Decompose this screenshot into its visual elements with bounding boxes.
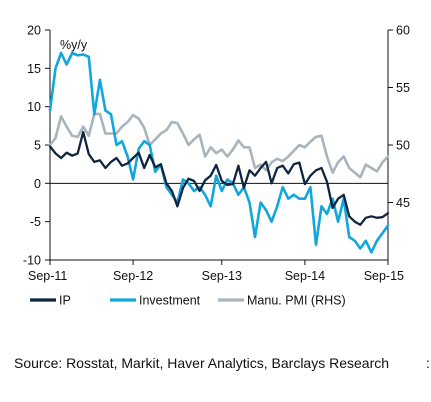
legend-label: Investment <box>139 294 201 308</box>
right-tick-label: 60 <box>396 24 410 38</box>
left-tick-label: 10 <box>27 100 41 114</box>
chart-svg: -10 -5 0 5 10 15 20 45 50 55 60 Sep-11 Sep-12 Sep-13 S… <box>23 24 410 308</box>
left-tick-label: 0 <box>34 177 41 191</box>
left-tick-label: 15 <box>27 62 41 76</box>
series-line-ip <box>48 130 390 226</box>
legend: IP Investment Manu. PMI (RHS) <box>30 294 346 308</box>
series-lines <box>48 51 390 254</box>
left-tick-label: 5 <box>34 139 41 153</box>
x-tick-label: Sep-15 <box>364 269 404 283</box>
axes: -10 -5 0 5 10 15 20 45 50 55 60 Sep-11 Sep-12 Sep-13 S… <box>23 24 410 284</box>
x-tick-label: Sep-11 <box>28 269 67 283</box>
legend-label: Manu. PMI (RHS) <box>247 294 346 308</box>
left-tick-label: -5 <box>30 215 41 229</box>
left-tick-label: 20 <box>27 24 41 38</box>
right-tick-label: 50 <box>396 139 410 153</box>
right-tick-label: 45 <box>396 196 410 210</box>
left-tick-label: -10 <box>23 254 41 268</box>
unit-label: %y/y <box>60 38 88 52</box>
right-tick-label: 55 <box>396 81 410 95</box>
series-line-manu-pmi-rhs <box>48 112 390 179</box>
source-note: Source: Rosstat, Markit, Haver Analytics… <box>14 355 390 371</box>
x-tick-label: Sep-14 <box>285 269 325 283</box>
x-tick-label: Sep-13 <box>202 269 242 283</box>
legend-label: IP <box>59 294 71 308</box>
x-tick-label: Sep-12 <box>113 269 153 283</box>
stray-mark: : <box>426 355 430 371</box>
